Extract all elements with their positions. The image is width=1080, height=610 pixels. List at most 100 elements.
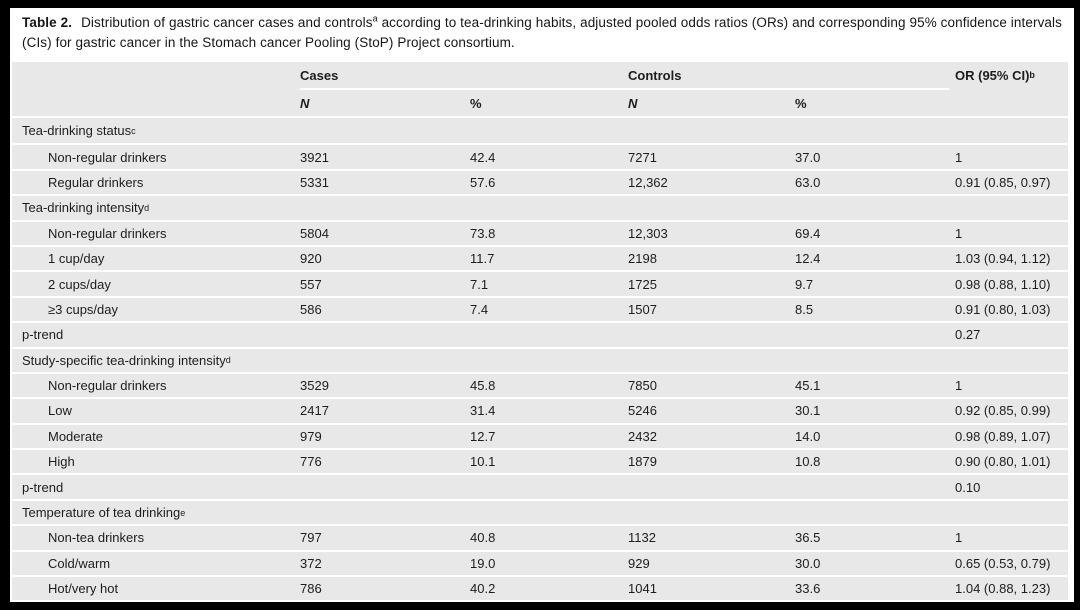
ptrend-row: p-trend 0.10 — [12, 473, 1068, 498]
cell-controls-n: 2432 — [628, 428, 657, 444]
cell-cases-n: 797 — [300, 530, 322, 546]
cell-cases-n: 776 — [300, 454, 322, 470]
cell-cases-n: 3921 — [300, 149, 329, 165]
cell-controls-pct: 14.0 — [795, 428, 821, 444]
row-label: p-trend — [22, 327, 64, 343]
paper-page: Table 2. Distribution of gastric cancer c… — [10, 8, 1074, 602]
cell-controls-pct: 33.6 — [795, 581, 821, 597]
table-row: ≥3 cups/day 586 7.4 1507 8.5 0.91 (0.80,… — [12, 295, 1068, 321]
cell-cases-pct: 11.7 — [470, 251, 495, 267]
table-row: Non-regular drinkers 3921 42.4 7271 37.0… — [12, 143, 1068, 168]
row-label: 2 cups/day — [48, 276, 111, 292]
cell-controls-n: 1041 — [628, 581, 657, 597]
cell-controls-pct: 10.8 — [795, 454, 821, 470]
section-label: Study-specific tea-drinking intensity d — [22, 352, 231, 368]
table-row: Non-regular drinkers 5804 73.8 12,303 69… — [12, 219, 1068, 245]
table-row: Hot/very hot 786 40.2 1041 33.6 1.04 (0.… — [12, 575, 1068, 600]
cell-cases-n: 557 — [300, 276, 322, 292]
cell-or: 1.03 (0.94, 1.12) — [955, 251, 1051, 267]
row-label: High — [48, 454, 75, 470]
cell-or: 1 — [955, 149, 963, 165]
table-row: 1 cup/day 920 11.7 2198 12.4 1.03 (0.94,… — [12, 244, 1068, 270]
cell-controls-n: 1879 — [628, 454, 657, 470]
cell-ptrend-value: 0.27 — [955, 327, 981, 343]
cell-cases-n: 586 — [300, 301, 322, 317]
cell-cases-pct: 40.8 — [470, 530, 496, 546]
column-header-or: OR (95% CI) b — [955, 67, 1035, 83]
table-row: High 776 10.1 1879 10.8 0.90 (0.80, 1.01… — [12, 448, 1068, 473]
cell-cases-pct: 42.4 — [470, 149, 496, 165]
cell-controls-pct: 9.7 — [795, 276, 814, 292]
cell-controls-pct: 69.4 — [795, 225, 821, 241]
cell-cases-n: 3529 — [300, 378, 329, 394]
row-label: p-trend — [22, 479, 64, 495]
table-body: Tea-drinking status c Non-regular drinker… — [12, 118, 1068, 600]
cell-controls-pct: 30.0 — [795, 555, 821, 571]
cell-controls-pct: 36.5 — [795, 530, 821, 546]
section-row: Tea-drinking intensity d — [12, 194, 1068, 219]
cell-ptrend-value: 0.10 — [955, 479, 981, 495]
section-label: Tea-drinking status c — [22, 123, 136, 139]
cell-controls-n: 12,303 — [628, 225, 668, 241]
row-label: Non-regular drinkers — [48, 378, 167, 394]
row-label: Non-regular drinkers — [48, 149, 167, 165]
cell-controls-n: 5246 — [628, 403, 657, 419]
column-header-cases-n: N — [300, 95, 310, 111]
table-row: Regular drinkers 5331 57.6 12,362 63.0 0… — [12, 168, 1068, 194]
row-label: ≥3 cups/day — [48, 301, 119, 317]
caption-text-line2: 95% confidence intervals (CIs) for gastr… — [22, 15, 1062, 50]
cell-cases-pct: 31.4 — [470, 403, 496, 419]
cell-or: 1.04 (0.88, 1.23) — [955, 581, 1051, 597]
cell-controls-n: 12,362 — [628, 174, 668, 190]
table-row: Cold/warm 372 19.0 929 30.0 0.65 (0.53, … — [12, 549, 1068, 575]
column-group-controls: Controls — [628, 67, 682, 83]
cell-cases-pct: 57.6 — [470, 174, 496, 190]
column-header-controls-n: N — [628, 95, 638, 111]
table-row: Non-regular drinkers 3529 45.8 7850 45.1… — [12, 371, 1068, 397]
cell-or: 1 — [955, 378, 963, 394]
caption-text-1: Distribution of gastric cancer cases and… — [81, 15, 373, 30]
cell-cases-n: 5804 — [300, 225, 329, 241]
table-row: 2 cups/day 557 7.1 1725 9.7 0.98 (0.88, … — [12, 270, 1068, 295]
cell-controls-n: 929 — [628, 555, 650, 571]
cell-controls-pct: 37.0 — [795, 149, 821, 165]
section-row: Temperature of tea drinking e — [12, 498, 1068, 524]
cell-cases-n: 786 — [300, 581, 322, 597]
table-number: Table 2. — [22, 15, 73, 30]
table-row: Moderate 979 12.7 2432 14.0 0.98 (0.89, … — [12, 422, 1068, 448]
section-label: Tea-drinking intensity d — [22, 200, 150, 216]
cell-controls-pct: 12.4 — [795, 251, 821, 267]
cell-cases-pct: 73.8 — [470, 225, 496, 241]
table-row: Low 2417 31.4 5246 30.1 0.92 (0.85, 0.99… — [12, 397, 1068, 422]
cell-controls-n: 2198 — [628, 251, 657, 267]
cell-cases-pct: 10.1 — [470, 454, 496, 470]
cell-or: 1 — [955, 530, 963, 546]
row-label: Regular drinkers — [48, 174, 144, 190]
cell-cases-n: 372 — [300, 555, 322, 571]
cell-controls-pct: 45.1 — [795, 378, 821, 394]
results-table: Cases Controls OR (95% CI) b N % N % Tea-… — [12, 62, 1068, 600]
row-label: 1 cup/day — [48, 251, 105, 267]
row-label: Non-regular drinkers — [48, 225, 167, 241]
section-row: Study-specific tea-drinking intensity d — [12, 346, 1068, 372]
table-row: Non-tea drinkers 797 40.8 1132 36.5 1 — [12, 524, 1068, 549]
cell-controls-n: 7271 — [628, 149, 657, 165]
cell-or: 0.65 (0.53, 0.79) — [955, 555, 1051, 571]
cell-cases-n: 2417 — [300, 403, 329, 419]
cell-or: 0.90 (0.80, 1.01) — [955, 454, 1051, 470]
cell-cases-pct: 7.4 — [470, 301, 489, 317]
header-spanner-rule — [300, 88, 949, 90]
cell-cases-n: 920 — [300, 251, 322, 267]
cell-cases-n: 979 — [300, 428, 322, 444]
cell-or: 1 — [955, 225, 963, 241]
cell-or: 0.91 (0.80, 1.03) — [955, 301, 1051, 317]
row-label: Low — [48, 403, 72, 419]
cell-cases-pct: 45.8 — [470, 378, 496, 394]
ptrend-row: p-trend 0.27 — [12, 321, 1068, 346]
cell-or: 0.98 (0.88, 1.10) — [955, 276, 1051, 292]
cell-cases-pct: 19.0 — [470, 555, 496, 571]
column-header-controls-pct: % — [795, 95, 807, 111]
cell-cases-n: 5331 — [300, 174, 329, 190]
section-label: Temperature of tea drinking e — [22, 505, 186, 521]
